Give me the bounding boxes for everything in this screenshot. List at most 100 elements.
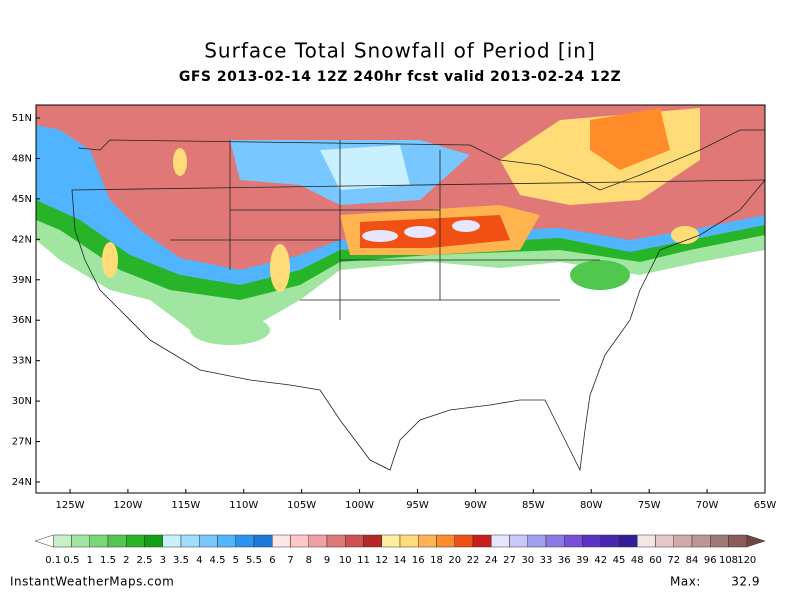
colorbar-swatch bbox=[691, 534, 711, 548]
colorbar-swatch bbox=[180, 534, 200, 548]
lat-label: 42N bbox=[12, 234, 32, 245]
colorbar-label: 7 bbox=[287, 555, 293, 566]
colorbar-swatch bbox=[454, 534, 474, 548]
colorbar-swatch bbox=[34, 534, 54, 548]
lat-label: 51N bbox=[12, 113, 32, 124]
colorbar-label: 20 bbox=[448, 555, 461, 566]
colorbar-swatch bbox=[381, 534, 401, 548]
colorbar-label: 1.5 bbox=[100, 555, 116, 566]
colorbar-label: 48 bbox=[631, 555, 644, 566]
colorbar-swatch bbox=[509, 534, 528, 548]
subtitle: GFS 2013-02-14 12Z 240hr fcst valid 2013… bbox=[179, 69, 621, 85]
colorbar-swatch bbox=[89, 534, 109, 548]
colorbar-swatch bbox=[107, 534, 127, 548]
colorbar-label: 27 bbox=[503, 555, 516, 566]
colorbar-swatch bbox=[472, 534, 492, 548]
colorbar-label: 22 bbox=[467, 555, 480, 566]
colorbar-swatch bbox=[673, 534, 693, 548]
colorbar-label: 4.5 bbox=[210, 555, 226, 566]
colorbar-label: 24 bbox=[485, 555, 498, 566]
colorbar-swatch bbox=[345, 534, 364, 548]
lon-label: 125W bbox=[56, 500, 85, 511]
colorbar-swatch bbox=[564, 534, 583, 548]
colorbar-label: 72 bbox=[667, 555, 680, 566]
colorbar-swatch bbox=[746, 534, 766, 548]
colorbar-label: 2.5 bbox=[137, 555, 153, 566]
colorbar-label: 30 bbox=[521, 555, 534, 566]
colorbar-swatch bbox=[436, 534, 455, 548]
colorbar-swatch bbox=[363, 534, 382, 548]
colorbar-label: 3.5 bbox=[173, 555, 189, 566]
colorbar-swatch bbox=[162, 534, 182, 548]
colorbar-swatch bbox=[217, 534, 236, 548]
axes: 51N 48N 45N 42N 39N 36N 33N 30N 27N 24N 125W 120W 11… bbox=[12, 113, 777, 511]
lon-label: 120W bbox=[113, 500, 142, 511]
colorbar-label: 12 bbox=[375, 555, 388, 566]
max-label: Max: bbox=[670, 575, 701, 589]
colorbar-label: 60 bbox=[649, 555, 662, 566]
colorbar-swatch bbox=[144, 534, 163, 548]
lon-label: 90W bbox=[464, 500, 487, 511]
lon-label: 75W bbox=[638, 500, 661, 511]
colorbar-swatch bbox=[618, 534, 638, 548]
colorbar-label: 3 bbox=[160, 555, 166, 566]
lat-label: 30N bbox=[12, 396, 32, 407]
max-value: 32.9 bbox=[731, 575, 760, 589]
colorbar-label: 39 bbox=[576, 555, 589, 566]
title: Surface Total Snowfall of Period [in] bbox=[204, 39, 596, 63]
colorbar-swatch bbox=[253, 534, 273, 548]
colorbar-label: 9 bbox=[324, 555, 330, 566]
lat-label: 48N bbox=[12, 153, 32, 164]
colorbar-label: 33 bbox=[540, 555, 553, 566]
colorbar-swatch bbox=[235, 534, 255, 548]
colorbar-swatch bbox=[600, 534, 620, 548]
colorbar-label: 0.1 bbox=[45, 555, 61, 566]
colorbar-label: 18 bbox=[430, 555, 443, 566]
colorbar-label: 10 bbox=[339, 555, 352, 566]
colorbar: 0.1 0.5 1 1.5 2 2.5 3 3.5 4 4.5 5 5.5 6 7 8 9 10 11 12 14 16… bbox=[34, 534, 766, 566]
lat-label: 33N bbox=[12, 356, 32, 367]
colorbar-label: 96 bbox=[704, 555, 717, 566]
lon-label: 80W bbox=[580, 500, 603, 511]
lat-label: 39N bbox=[12, 275, 32, 286]
lon-label: 115W bbox=[171, 500, 200, 511]
colorbar-swatch bbox=[308, 534, 328, 548]
lon-label: 100W bbox=[345, 500, 374, 511]
lat-label: 36N bbox=[12, 315, 32, 326]
lon-label: 85W bbox=[522, 500, 545, 511]
lon-label: 110W bbox=[229, 500, 258, 511]
colorbar-swatch bbox=[728, 534, 747, 548]
lon-label: 95W bbox=[406, 500, 429, 511]
colorbar-label: 11 bbox=[357, 555, 370, 566]
colorbar-swatch bbox=[655, 534, 674, 548]
snowfall-field bbox=[36, 105, 765, 345]
lon-label: 105W bbox=[287, 500, 316, 511]
plot-frame bbox=[35, 104, 766, 494]
colorbar-swatch bbox=[126, 534, 145, 548]
colorbar-swatch bbox=[637, 534, 656, 548]
colorbar-label: 16 bbox=[412, 555, 425, 566]
lon-label: 70W bbox=[696, 500, 719, 511]
colorbar-swatch bbox=[418, 534, 437, 548]
colorbar-label: 5 bbox=[233, 555, 239, 566]
colorbar-label: 45 bbox=[613, 555, 626, 566]
colorbar-swatch bbox=[53, 534, 72, 548]
lat-label: 45N bbox=[12, 194, 32, 205]
colorbar-swatch bbox=[326, 534, 346, 548]
colorbar-label: 14 bbox=[394, 555, 407, 566]
colorbar-label: 0.5 bbox=[64, 555, 80, 566]
source: InstantWeatherMaps.com bbox=[10, 575, 174, 589]
colorbar-label: 6 bbox=[269, 555, 275, 566]
colorbar-label: 1 bbox=[87, 555, 93, 566]
colorbar-label: 36 bbox=[558, 555, 571, 566]
colorbar-label: 108 bbox=[719, 555, 738, 566]
colorbar-swatch bbox=[199, 534, 218, 548]
lat-label: 24N bbox=[12, 477, 32, 488]
colorbar-swatch bbox=[71, 534, 90, 548]
colorbar-swatch bbox=[710, 534, 729, 548]
colorbar-swatch bbox=[527, 534, 547, 548]
colorbar-label: 2 bbox=[123, 555, 129, 566]
colorbar-swatch bbox=[545, 534, 565, 548]
colorbar-label: 120 bbox=[737, 555, 756, 566]
